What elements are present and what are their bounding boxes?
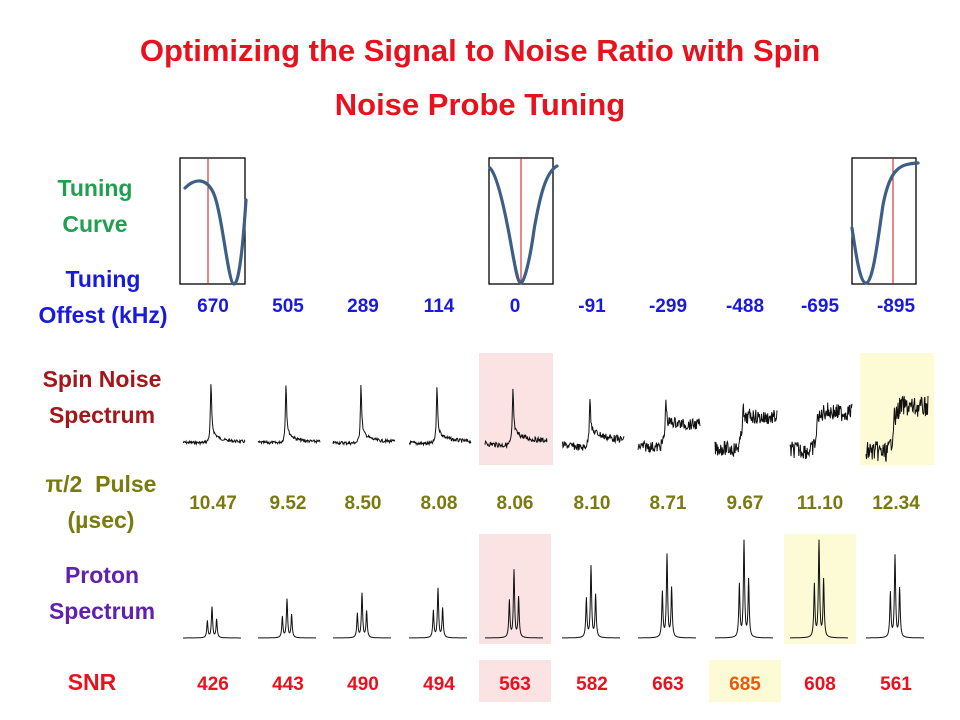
- proton-spectrum-1: [257, 598, 317, 639]
- proton-spectrum-0: [183, 606, 241, 639]
- proton-trace: [715, 539, 773, 639]
- offset-value-7: -488: [725, 296, 765, 317]
- proton-trace: [866, 554, 924, 639]
- label-tuning-curve-line2: Curve: [62, 211, 128, 237]
- offset-value-8: -695: [800, 296, 840, 317]
- offset-value-1: 505: [272, 296, 304, 317]
- snr-value-2: 490: [347, 674, 379, 695]
- snr-value-1: 443: [272, 674, 304, 695]
- label-tuning-offset: Tuning Offest (kHz): [13, 261, 193, 333]
- snr-value-9: 561: [880, 674, 912, 695]
- snr-highlight-7: [709, 660, 781, 702]
- tuning-curve-line: [488, 164, 559, 285]
- spin-noise-spectrum-1: [257, 385, 321, 446]
- label-pulse: π/2 Pulse (µsec): [11, 466, 191, 538]
- offset-value-2: 289: [347, 296, 379, 317]
- proton-spectrum-6: [638, 553, 696, 639]
- label-snr: SNR: [67, 669, 117, 695]
- offset-value-6: -299: [648, 296, 688, 317]
- proton-spectrum-8: [790, 539, 848, 639]
- proton-trace: [638, 553, 696, 639]
- proton-spectrum-3: [409, 587, 467, 639]
- pulse-value-0: 10.47: [189, 493, 237, 514]
- spin-noise-trace: [332, 384, 396, 446]
- spin-noise-trace: [865, 395, 929, 462]
- snr-value-7: 685: [729, 674, 761, 695]
- spin-noise-trace: [257, 385, 321, 446]
- tuning-curve-4: [488, 157, 559, 285]
- label-tuning-offset-line2: Offest (kHz): [38, 302, 168, 328]
- spin-noise-trace: [409, 387, 472, 447]
- proton-trace: [790, 539, 848, 639]
- tuning-curve-9: [850, 157, 920, 285]
- snr-value-8: 608: [804, 674, 836, 695]
- snr-highlight-4: [479, 660, 551, 702]
- spin-noise-trace: [714, 403, 778, 458]
- label-tuning-curve-line1: Tuning: [57, 175, 133, 201]
- spin-noise-trace: [637, 399, 701, 454]
- proton-spectrum-4: [485, 569, 543, 639]
- spin-noise-spectrum-0: [182, 384, 246, 446]
- spin-noise-spectrum-8: [789, 402, 853, 460]
- offset-value-0: 670: [197, 296, 229, 317]
- spin-noise-spectrum-4: [484, 388, 548, 450]
- label-pulse-line2: (µsec): [67, 507, 135, 533]
- proton-trace: [562, 565, 620, 639]
- spin-noise-spectrum-2: [332, 384, 396, 446]
- spin-noise-spectrum-7: [714, 403, 778, 458]
- proton-trace: [257, 598, 317, 639]
- label-spin-noise-line2: Spectrum: [48, 402, 156, 428]
- pulse-value-5: 8.10: [573, 493, 611, 514]
- label-tuning-offset-line1: Tuning: [65, 266, 141, 292]
- label-spin-noise: Spin Noise Spectrum: [12, 361, 192, 433]
- tuning-curve-line: [183, 179, 248, 286]
- label-pulse-line1: π/2 Pulse: [45, 471, 157, 497]
- pulse-value-8: 11.10: [796, 493, 844, 514]
- snr-value-4: 563: [499, 674, 531, 695]
- proton-trace: [409, 587, 467, 639]
- pulse-value-3: 8.08: [420, 493, 458, 514]
- spin-noise-spectrum-9: [865, 395, 929, 462]
- spin-noise-trace: [561, 398, 625, 451]
- proton-trace: [183, 606, 241, 639]
- snr-value-6: 663: [652, 674, 684, 695]
- label-proton-line2: Spectrum: [48, 598, 156, 624]
- tuning-curve-frame: [851, 157, 917, 285]
- label-tuning-curve: Tuning Curve: [5, 170, 185, 242]
- spin-noise-highlight-4: [479, 353, 553, 465]
- spin-noise-trace: [484, 388, 548, 450]
- offset-value-9: -895: [876, 296, 916, 317]
- pulse-value-2: 8.50: [344, 493, 382, 514]
- label-proton: Proton Spectrum: [12, 557, 192, 629]
- proton-spectrum-5: [562, 565, 620, 639]
- spin-noise-spectrum-3: [409, 387, 472, 447]
- snr-value-0: 426: [197, 674, 229, 695]
- proton-spectrum-2: [333, 592, 391, 639]
- pulse-value-9: 12.34: [872, 493, 920, 514]
- spin-noise-spectrum-5: [561, 398, 625, 451]
- tuning-curve-0: [179, 157, 248, 286]
- proton-trace: [485, 569, 543, 639]
- proton-highlight-4: [479, 534, 551, 644]
- label-spin-noise-line1: Spin Noise: [42, 366, 162, 392]
- spin-noise-trace: [182, 384, 246, 446]
- spin-noise-spectrum-6: [637, 399, 701, 454]
- pulse-value-6: 8.71: [649, 493, 687, 514]
- tuning-curve-line: [850, 161, 920, 285]
- label-proton-line1: Proton: [64, 562, 140, 588]
- pulse-value-1: 9.52: [269, 493, 307, 514]
- snr-value-3: 494: [423, 674, 455, 695]
- pulse-value-4: 8.06: [496, 493, 534, 514]
- proton-spectrum-7: [715, 539, 773, 639]
- slide-title-line1: Optimizing the Signal to Noise Ratio wit…: [139, 33, 821, 68]
- offset-value-5: -91: [578, 296, 606, 317]
- offset-value-4: 0: [509, 296, 521, 317]
- proton-trace: [333, 592, 391, 639]
- pulse-value-7: 9.67: [726, 493, 764, 514]
- spin-noise-trace: [789, 402, 853, 460]
- proton-spectrum-9: [866, 554, 924, 639]
- snr-value-5: 582: [576, 674, 608, 695]
- slide-title-line2: Noise Probe Tuning: [334, 87, 626, 122]
- offset-value-3: 114: [423, 296, 455, 317]
